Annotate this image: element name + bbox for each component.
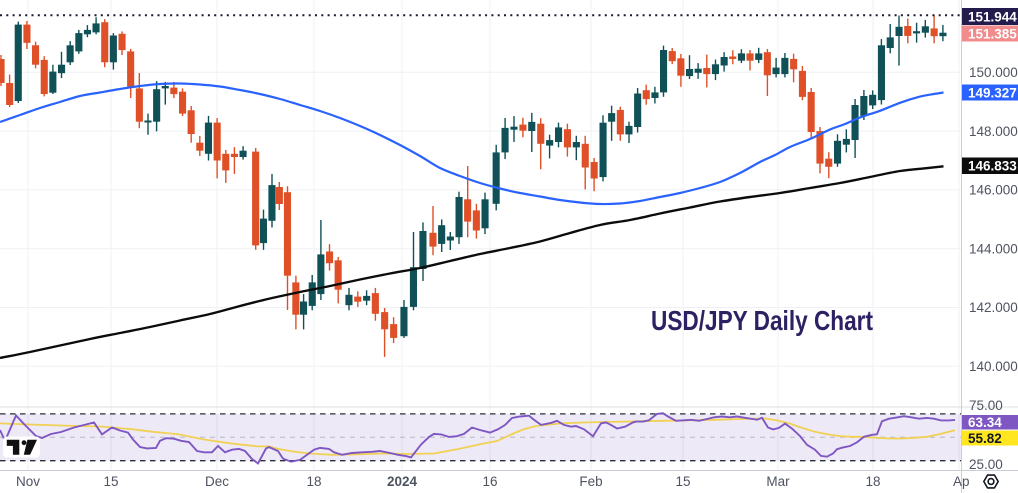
svg-text:55.82: 55.82 bbox=[968, 431, 1002, 446]
svg-text:15: 15 bbox=[103, 474, 118, 489]
svg-text:150.000: 150.000 bbox=[969, 65, 1018, 80]
svg-text:148.000: 148.000 bbox=[969, 124, 1018, 139]
svg-text:18: 18 bbox=[306, 474, 321, 489]
svg-text:146.833: 146.833 bbox=[968, 159, 1017, 174]
svg-text:16: 16 bbox=[482, 474, 497, 489]
svg-text:146.000: 146.000 bbox=[969, 183, 1018, 198]
svg-text:USD/JPY Daily Chart: USD/JPY Daily Chart bbox=[651, 305, 873, 336]
svg-text:140.000: 140.000 bbox=[969, 359, 1018, 374]
svg-text:151.385: 151.385 bbox=[968, 26, 1017, 41]
svg-text:Dec: Dec bbox=[205, 474, 229, 489]
svg-text:Nov: Nov bbox=[16, 474, 40, 489]
svg-text:Ap: Ap bbox=[953, 474, 970, 489]
svg-text:75.00: 75.00 bbox=[969, 398, 1003, 413]
svg-text:Mar: Mar bbox=[766, 474, 790, 489]
svg-text:Feb: Feb bbox=[579, 474, 602, 489]
svg-text:63.34: 63.34 bbox=[968, 415, 1002, 430]
svg-text:144.000: 144.000 bbox=[969, 241, 1018, 256]
svg-text:25.00: 25.00 bbox=[969, 457, 1003, 472]
svg-text:142.000: 142.000 bbox=[969, 300, 1018, 315]
svg-text:151.944: 151.944 bbox=[968, 9, 1017, 24]
svg-text:149.327: 149.327 bbox=[968, 85, 1017, 100]
svg-text:2024: 2024 bbox=[387, 474, 418, 489]
svg-text:18: 18 bbox=[865, 474, 880, 489]
svg-text:15: 15 bbox=[675, 474, 690, 489]
